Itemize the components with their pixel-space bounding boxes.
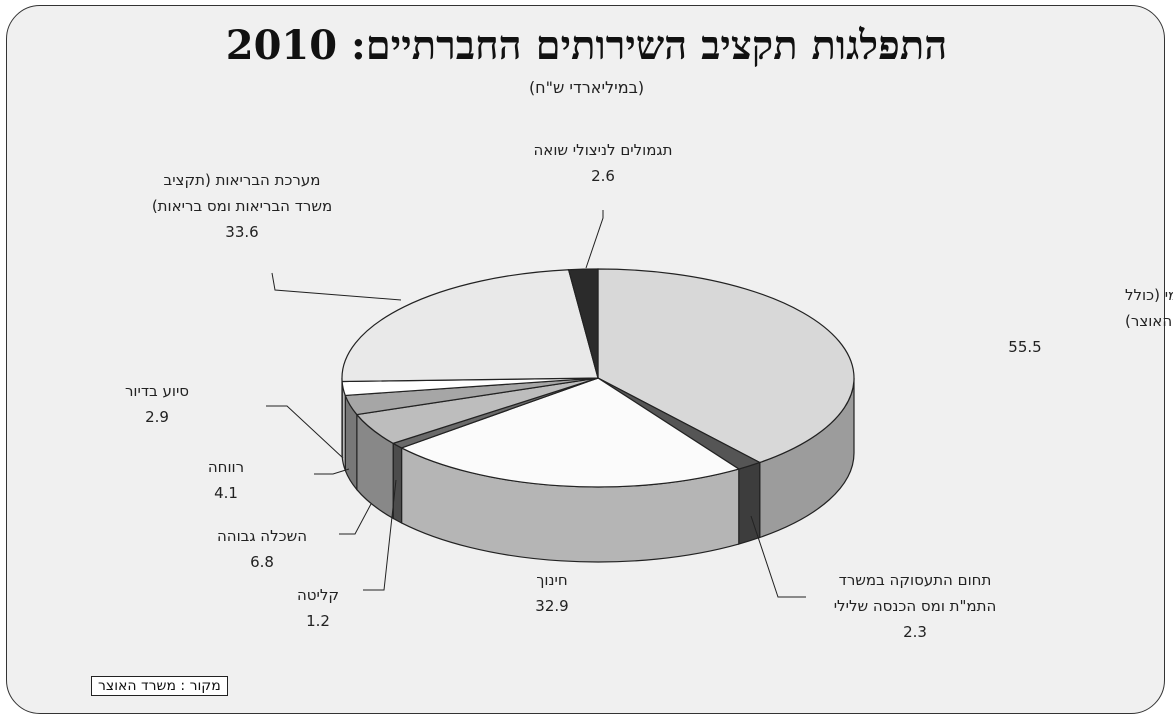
pie-side-klita [392,442,403,524]
leader-line-taasuka [750,515,806,598]
leader-line-klita [363,479,397,591]
slice-label-shoa: תגמולים לניצולי שואה [534,141,673,159]
slice-value-shoa: 2.6 [591,167,615,185]
slice-label-taasuka: התמ"ת ומס הכנסה שלילי [834,597,997,615]
slice-value-revacha: 4.1 [214,484,238,502]
slice-label-revacha: רווחה [208,458,244,476]
leader-line-diyur [266,405,344,459]
slice-value-bituach: 55.5 [1008,338,1041,356]
slice-labels: גימלאות הביטוח הלאומי (כולל גימלאות במימו… [125,141,1173,641]
pie-slice-chinuch [400,377,741,488]
slice-label-bituach: גימלאות הביטוח הלאומי (כולל [1125,286,1173,304]
slice-label-briut: מערכת הבריאות (תקציב [164,171,321,189]
source-note: מקור : משרד האוצר [91,676,228,696]
slice-value-chinuch: 32.9 [535,597,568,615]
slice-label-diyur: סיוע בדיור [125,382,189,400]
slice-label-taasuka: תחום התעסוקה במשרד [839,571,992,589]
leader-line-briut [271,272,402,301]
leader-line-haskala [339,503,372,535]
leader-line-revacha [314,468,350,475]
slice-label-haskala: השכלה גבוהה [217,527,307,545]
slice-label-briut: משרד הבריאות ומס בריאות) [152,197,332,215]
pie-top [341,268,855,488]
slice-value-taasuka: 2.3 [903,623,927,641]
chart-title: התפלגות תקציב השירותים החברתיים: 2010 [225,22,948,69]
chart-subtitle: (במיליארדי ש"ח) [528,78,645,97]
pie-slice-shoa [567,268,599,379]
pie-slice-briut [341,269,599,383]
slice-value-klita: 1.2 [306,612,330,630]
slice-label-bituach: גימלאות במימון האוצר) [1125,312,1173,330]
slice-value-briut: 33.6 [225,223,258,241]
slice-value-haskala: 6.8 [250,553,274,571]
pie-slice-bituach [597,268,855,464]
leader-line-shoa [585,210,604,269]
pie-side-walls [341,377,855,563]
slice-label-klita: קליטה [297,586,339,604]
slice-label-chinuch: חינוך [536,571,567,589]
slice-value-diyur: 2.9 [145,408,169,426]
